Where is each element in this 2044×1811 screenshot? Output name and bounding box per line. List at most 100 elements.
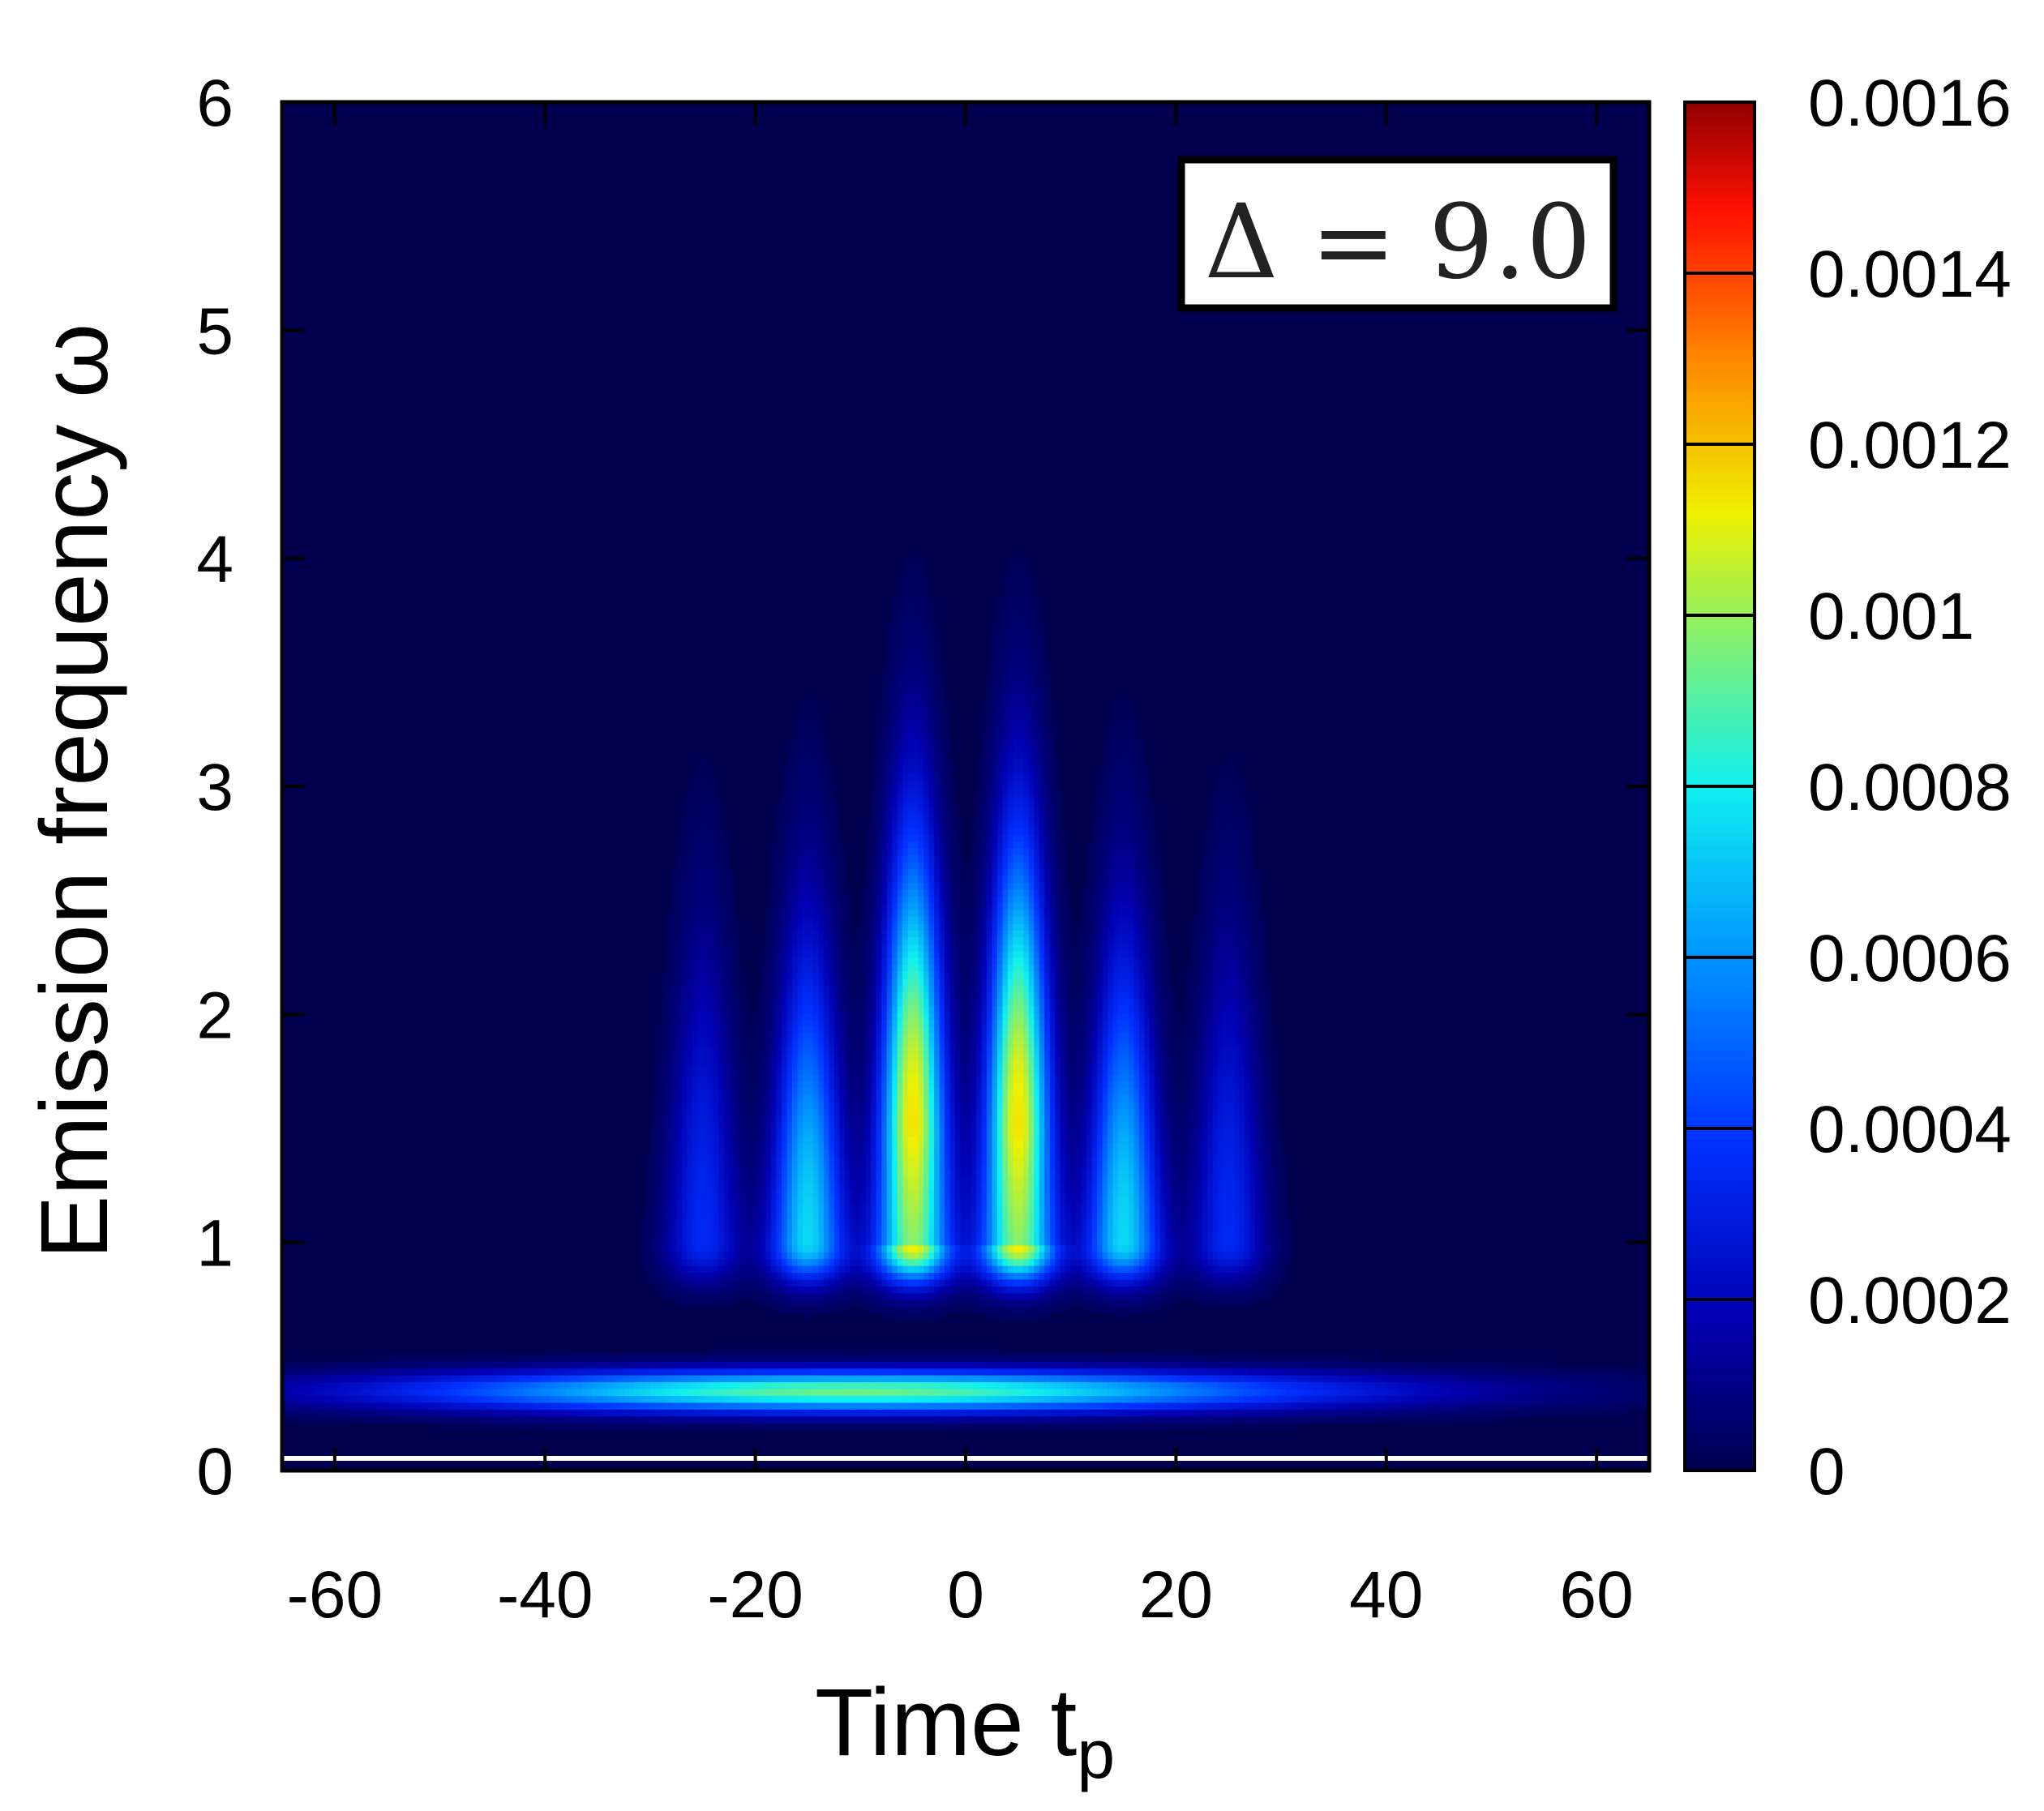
heatmap-cell — [850, 1210, 856, 1218]
heatmap-cell — [881, 1360, 888, 1369]
heatmap-cell — [771, 1265, 778, 1274]
heatmap-cell — [1244, 1354, 1250, 1362]
heatmap-cell — [1197, 1368, 1203, 1376]
heatmap-cell — [1138, 1381, 1146, 1389]
heatmap-cell — [455, 1409, 462, 1417]
heatmap-cell — [671, 1395, 678, 1403]
heatmap-cell — [818, 1299, 825, 1308]
heatmap-cell — [1612, 1368, 1618, 1376]
heatmap-cell — [671, 1203, 678, 1212]
heatmap-cell — [1565, 1395, 1571, 1403]
heatmap-cell — [1212, 1360, 1219, 1369]
heatmap-cell — [1108, 1354, 1114, 1362]
heatmap-cell — [492, 1395, 499, 1403]
heatmap-cell — [1034, 1203, 1040, 1212]
heatmap-cell — [892, 1278, 898, 1287]
heatmap-cell — [876, 1347, 883, 1355]
heatmap-cell — [918, 1203, 924, 1212]
heatmap-cell — [739, 1368, 746, 1376]
heatmap-cell — [1233, 1244, 1240, 1252]
heatmap-cell — [1591, 1402, 1597, 1410]
heatmap-cell — [1354, 1415, 1361, 1424]
heatmap-cell — [723, 1292, 730, 1300]
heatmap-cell — [1144, 1402, 1151, 1410]
heatmap-cell — [739, 1231, 746, 1239]
heatmap-cell — [1296, 1415, 1303, 1424]
heatmap-cell — [850, 1388, 856, 1396]
heatmap-cell — [503, 1388, 509, 1396]
heatmap-cell — [1144, 1422, 1151, 1431]
heatmap-cell — [1170, 1381, 1177, 1389]
heatmap-cell — [628, 1395, 636, 1403]
heatmap-cell — [429, 1402, 435, 1410]
heatmap-cell — [765, 1292, 772, 1300]
heatmap-cell — [1181, 1203, 1188, 1212]
heatmap-cell — [1281, 1189, 1288, 1198]
heatmap-cell — [1138, 1395, 1146, 1403]
heatmap-cell — [744, 1395, 751, 1403]
heatmap-cell — [833, 1422, 841, 1431]
heatmap-cell — [414, 1354, 420, 1362]
heatmap-cell — [414, 1409, 420, 1417]
heatmap-cell — [923, 1272, 930, 1280]
heatmap-cell — [865, 1381, 872, 1389]
heatmap-cell — [1202, 1409, 1209, 1417]
heatmap-cell — [808, 1183, 814, 1191]
heatmap-cell — [628, 1402, 636, 1410]
heatmap-cell — [786, 1258, 793, 1266]
heatmap-cell — [1002, 1231, 1009, 1239]
heatmap-cell — [708, 1258, 714, 1266]
heatmap-cell — [702, 1265, 709, 1274]
heatmap-cell — [829, 1360, 835, 1369]
heatmap-cell — [1292, 1415, 1298, 1424]
heatmap-cell — [833, 1292, 841, 1300]
heatmap-cell — [1271, 1395, 1277, 1403]
heatmap-cell — [681, 1368, 688, 1376]
heatmap-cell — [1144, 1374, 1151, 1383]
heatmap-cell — [1197, 1189, 1203, 1198]
heatmap-cell — [996, 1388, 1004, 1396]
heatmap-cell — [1013, 1217, 1019, 1225]
heatmap-cell — [702, 1409, 709, 1417]
heatmap-cell — [975, 1251, 983, 1260]
heatmap-cell — [1165, 1203, 1172, 1212]
heatmap-cell — [739, 1415, 746, 1424]
heatmap-cell — [371, 1415, 378, 1424]
heatmap-cell — [1018, 1258, 1025, 1266]
heatmap-cell — [571, 1415, 577, 1424]
heatmap-cell — [623, 1395, 630, 1403]
heatmap-cell — [392, 1402, 399, 1410]
heatmap-cell — [350, 1409, 357, 1417]
heatmap-cell — [587, 1360, 593, 1369]
heatmap-cell — [718, 1265, 725, 1274]
heatmap-cell — [876, 1354, 883, 1362]
heatmap-cell — [949, 1286, 956, 1294]
heatmap-cell — [1076, 1381, 1082, 1389]
heatmap-cell — [755, 1203, 761, 1212]
heatmap-cell — [566, 1388, 572, 1396]
heatmap-cell — [1639, 1388, 1645, 1396]
heatmap-cell — [702, 1197, 709, 1205]
heatmap-cell — [1060, 1278, 1066, 1287]
heatmap-cell — [871, 1402, 877, 1410]
heatmap-cell — [1391, 1374, 1398, 1383]
heatmap-cell — [850, 1251, 856, 1260]
heatmap-cell — [1239, 1244, 1245, 1252]
heatmap-cell — [1223, 1231, 1230, 1239]
heatmap-cell — [571, 1354, 577, 1362]
heatmap-cell — [418, 1388, 425, 1396]
heatmap-cell — [823, 1231, 830, 1239]
heatmap-cell — [1212, 1183, 1219, 1191]
heatmap-cell — [1028, 1292, 1035, 1300]
heatmap-cell — [545, 1360, 551, 1369]
heatmap-cell — [960, 1278, 966, 1287]
heatmap-cell — [1112, 1244, 1119, 1252]
heatmap-cell — [1118, 1360, 1125, 1369]
heatmap-cell — [1028, 1203, 1035, 1212]
heatmap-cell — [1223, 1258, 1230, 1266]
heatmap-cell — [892, 1265, 898, 1274]
heatmap-cell — [1013, 1292, 1019, 1300]
heatmap-cell — [1133, 1354, 1140, 1362]
heatmap-cell — [1622, 1368, 1629, 1376]
heatmap-cell — [608, 1360, 615, 1369]
